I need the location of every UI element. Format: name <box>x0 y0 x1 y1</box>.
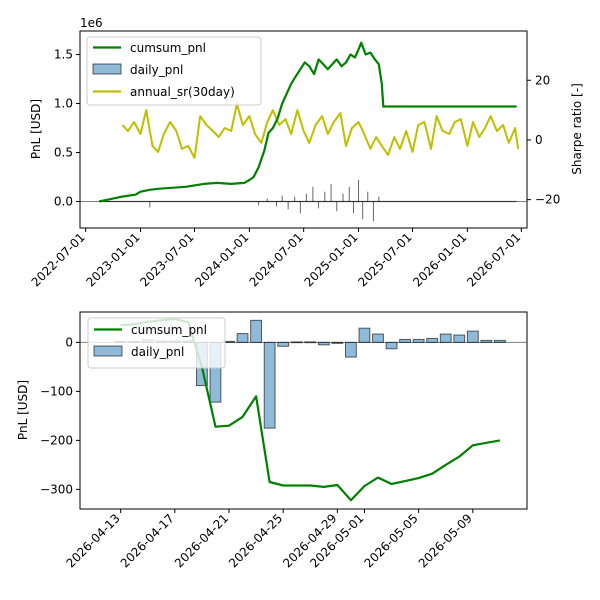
top-offset-label: 1e6 <box>80 16 103 30</box>
bottom-daily-pnl-bar <box>426 337 439 343</box>
bottom-ytick-label: −300 <box>40 482 73 496</box>
top-yticks: 0.0 0.5 1.0 1.5 <box>54 48 80 209</box>
bottom-daily-pnl-bar <box>453 334 466 343</box>
bottom-xtick-label: 2026-04-17 <box>118 511 177 570</box>
bottom-daily-pnl-bar <box>493 339 506 343</box>
bottom-daily-pnl-bar <box>250 319 263 343</box>
bottom-daily-pnl-bar <box>317 341 330 346</box>
top-y2tick-label: −20 <box>535 193 560 207</box>
bottom-daily-pnl-bar <box>480 339 493 343</box>
top-ytick-label: 1.5 <box>54 48 73 62</box>
top-ylabel-right: Sharpe ratio [-] <box>570 83 584 175</box>
top-xtick-label: 2022-07-01 <box>29 230 88 289</box>
top-plot-layer <box>80 41 527 222</box>
top-legend-label-daily: daily_pnl <box>130 63 183 77</box>
bottom-daily-pnl-bar <box>439 333 452 343</box>
top-ytick-label: 0.5 <box>54 146 73 160</box>
top-legend-swatch-daily <box>92 63 122 75</box>
top-ytick-label: 1.0 <box>54 97 73 111</box>
bottom-daily-pnl-bar <box>372 333 384 343</box>
bottom-xtick-label: 2026-04-13 <box>64 511 123 570</box>
top-xtick-label: 2024-07-01 <box>247 230 306 289</box>
top-y2tick-label: 0 <box>535 133 543 147</box>
bottom-legend-swatch-daily <box>93 345 123 357</box>
bottom-daily-pnl-bar <box>412 338 425 343</box>
top-xtick-label: 2023-01-01 <box>83 230 142 289</box>
bottom-xticks: 2026-04-132026-04-172026-04-212026-04-25… <box>64 509 475 570</box>
top-legend: cumsum_pnl daily_pnl annual_sr(30day) <box>86 36 262 106</box>
bottom-daily-pnl-bar <box>399 338 412 343</box>
top-xtick-label: 2023-07-01 <box>137 230 196 289</box>
bottom-xtick-label: 2026-05-09 <box>416 511 475 570</box>
bottom-daily-pnl-bar <box>331 341 344 344</box>
top-legend-label-sharpe: annual_sr(30day) <box>130 85 235 99</box>
bottom-ytick-label: −100 <box>40 384 73 398</box>
bottom-xtick-label: 2026-04-21 <box>172 511 231 570</box>
bottom-daily-pnl-bar <box>277 341 290 347</box>
bottom-ytick-label: 0 <box>65 335 73 349</box>
top-xtick-label: 2025-01-01 <box>301 230 360 289</box>
bottom-yticks: −300 −200 −100 0 <box>40 335 80 496</box>
bottom-daily-pnl-bar <box>385 341 398 350</box>
top-legend-label-cumsum: cumsum_pnl <box>130 41 206 55</box>
top-xtick-label: 2026-01-01 <box>410 230 469 289</box>
bottom-daily-pnl-bar <box>236 333 249 343</box>
top-y2tick-label: 20 <box>535 73 550 87</box>
bottom-xtick-label: 2026-05-05 <box>362 511 421 570</box>
bottom-daily-pnl-bar <box>344 341 357 358</box>
top-sharpe-line <box>121 103 520 159</box>
top-cumsum-line <box>98 41 517 203</box>
bottom-legend-label-daily: daily_pnl <box>131 345 184 359</box>
top-xtick-label: 2026-07-01 <box>464 230 523 289</box>
bottom-legend-label-cumsum: cumsum_pnl <box>131 323 207 337</box>
bottom-daily-pnl-bar <box>304 341 317 344</box>
top-legend-box <box>86 36 262 106</box>
bottom-daily-pnl-bar <box>358 327 371 343</box>
bottom-daily-pnl-bar <box>290 341 303 344</box>
top-xtick-label: 2025-07-01 <box>355 230 414 289</box>
bottom-legend: cumsum_pnl daily_pnl <box>87 317 226 369</box>
top-ytick-label: 0.0 <box>54 195 73 209</box>
bottom-ytick-label: −200 <box>40 433 73 447</box>
top-xticks: 2022-07-012023-01-012023-07-012024-01-01… <box>29 228 523 289</box>
bottom-xtick-label: 2026-04-25 <box>226 511 285 570</box>
bottom-axes-frame <box>79 311 528 510</box>
bottom-daily-pnl-bar <box>263 341 276 429</box>
top-xtick-label: 2024-01-01 <box>192 230 251 289</box>
top-y2ticks: −20 0 20 <box>527 73 560 207</box>
bottom-daily-pnl-bar <box>466 330 479 343</box>
bottom-ylabel: PnL [USD] <box>16 380 30 440</box>
top-ylabel: PnL [USD] <box>29 99 43 159</box>
